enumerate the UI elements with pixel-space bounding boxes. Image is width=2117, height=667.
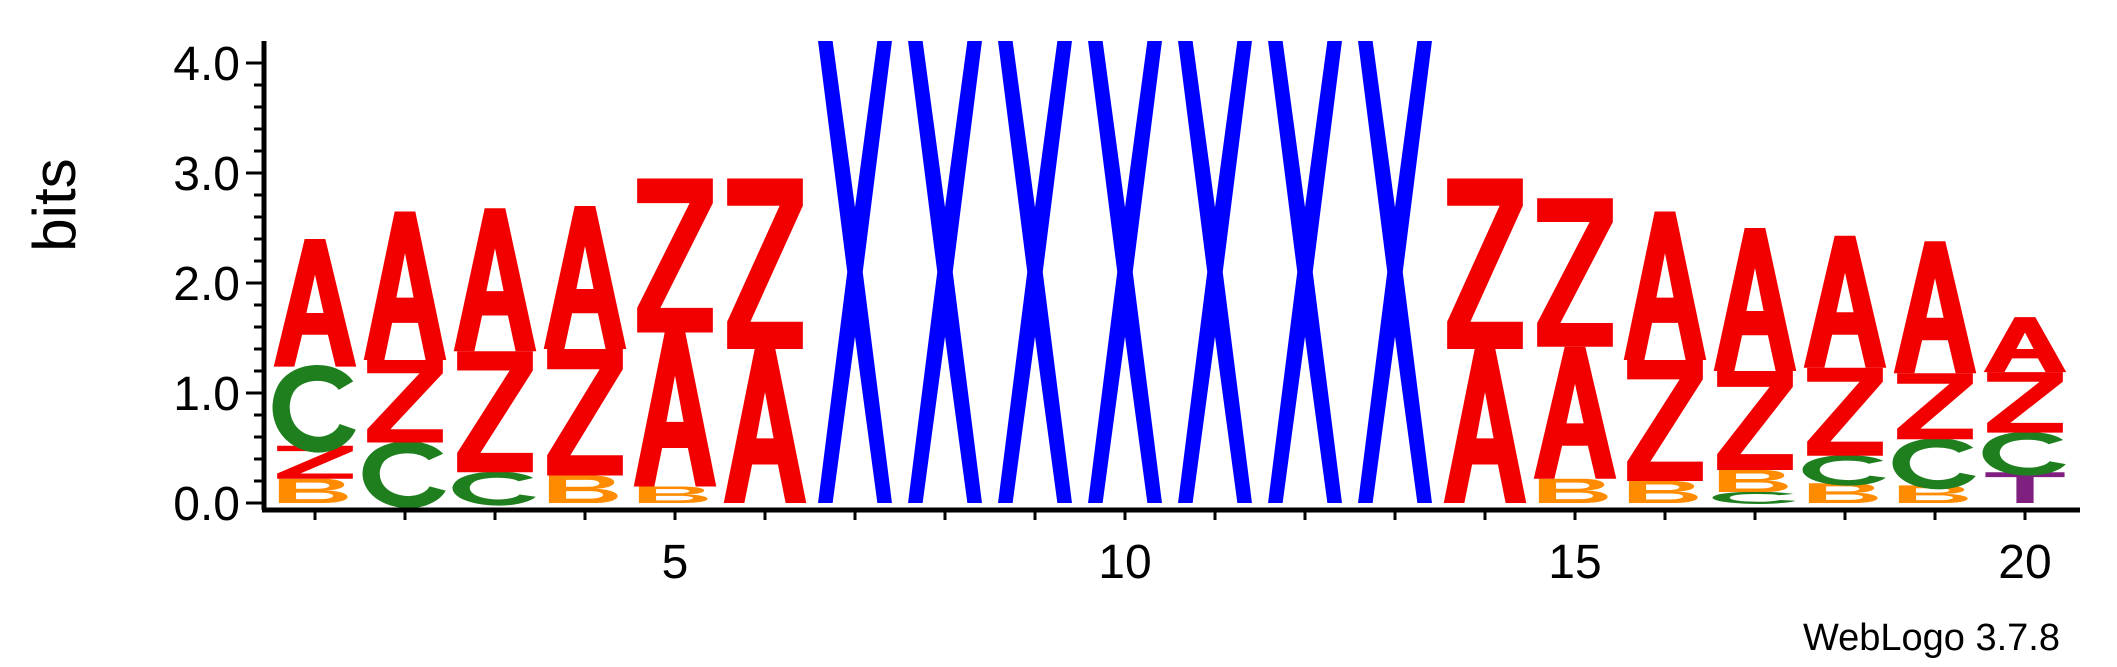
logo-letter-B: [638, 486, 708, 503]
logo-letter-X: [908, 41, 982, 503]
logo-column-12: [1268, 41, 1342, 503]
logo-letter-X: [818, 41, 892, 503]
axes: 0.0 1.0 2.0 3.0 4.0 5 10 15 20: [173, 38, 2080, 589]
logo-letter-A: [1443, 349, 1527, 503]
logo-letter-Z: [1537, 198, 1613, 347]
logo-letter-X: [1088, 41, 1162, 503]
logo-stacks: [272, 41, 2067, 509]
logo-letter-B: [1718, 470, 1788, 492]
logo-letter-A: [1533, 346, 1617, 479]
logo-letter-B: [1898, 485, 1968, 503]
logo-letter-A: [273, 239, 357, 367]
logo-letter-C: [1712, 491, 1796, 504]
logo-column-9: [998, 41, 1072, 503]
logo-letter-A: [1713, 228, 1797, 371]
logo-letter-Z: [457, 351, 533, 473]
logo-letter-Z: [1717, 371, 1793, 470]
logo-letter-A: [1893, 241, 1977, 374]
y-tick-label: 0.0: [173, 478, 240, 531]
logo-letter-B: [1538, 478, 1608, 503]
logo-letter-C: [1982, 431, 2066, 476]
logo-letter-Z: [637, 178, 713, 333]
logo-letter-Z: [1627, 360, 1703, 481]
logo-letter-B: [1628, 481, 1698, 503]
logo-letter-Z: [727, 178, 803, 349]
logo-letter-B: [548, 475, 618, 503]
logo-letter-A: [1623, 211, 1707, 360]
logo-letter-Z: [367, 360, 443, 443]
logo-letter-Z: [1897, 373, 1973, 440]
logo-column-16: [1623, 211, 1707, 503]
logo-letter-C: [272, 365, 356, 453]
logo-column-2: [362, 211, 447, 509]
logo-letter-C: [1802, 455, 1886, 486]
logo-letter-X: [1268, 41, 1342, 503]
y-tick-label: 2.0: [173, 258, 240, 311]
logo-column-19: [1892, 241, 1977, 503]
logo-column-8: [908, 41, 982, 503]
logo-letter-Z: [1987, 372, 2063, 433]
logo-column-4: [543, 206, 627, 503]
logo-column-17: [1712, 228, 1797, 504]
logo-letter-B: [1808, 483, 1878, 503]
logo-column-7: [818, 41, 892, 503]
logo-letter-X: [1178, 41, 1252, 503]
logo-column-13: [1358, 41, 1432, 503]
logo-column-14: [1443, 178, 1527, 503]
logo-letter-A: [1803, 235, 1887, 368]
logo-letter-A: [1983, 317, 2067, 373]
logo-letter-C: [1892, 438, 1976, 490]
x-tick-label: 15: [1548, 536, 1601, 589]
logo-letter-Z: [277, 445, 353, 479]
logo-letter-A: [453, 208, 537, 352]
logo-column-15: [1533, 198, 1617, 503]
logo-letter-A: [543, 206, 627, 349]
logo-letter-Z: [547, 349, 623, 476]
logo-letter-X: [1358, 41, 1432, 503]
logo-column-11: [1178, 41, 1252, 503]
y-tick-label: 4.0: [173, 38, 240, 91]
logo-letter-A: [633, 332, 717, 487]
x-tick-label: 5: [662, 536, 689, 589]
logo-letter-C: [452, 471, 536, 506]
logo-letter-Z: [1447, 178, 1523, 349]
logo-letter-A: [363, 211, 447, 360]
logo-column-18: [1802, 235, 1887, 503]
logo-letter-A: [723, 349, 807, 503]
logo-letter-C: [362, 441, 446, 509]
y-tick-label: 1.0: [173, 368, 240, 421]
logo-column-5: [633, 178, 717, 503]
x-tick-label: 10: [1098, 536, 1151, 589]
y-tick-label: 3.0: [173, 148, 240, 201]
logo-letter-B: [278, 478, 348, 503]
logo-column-1: [272, 239, 357, 503]
logo-column-6: [723, 178, 807, 503]
logo-column-10: [1088, 41, 1162, 503]
logo-letter-Z: [1807, 367, 1883, 456]
logo-letter-X: [998, 41, 1072, 503]
logo-column-20: [1982, 317, 2067, 503]
logo-column-3: [452, 208, 537, 506]
logo-letter-T: [1985, 472, 2065, 503]
y-axis-label: bits: [21, 158, 88, 251]
footer-text: WebLogo 3.7.8: [1803, 617, 2060, 659]
x-tick-label: 20: [1998, 536, 2051, 589]
